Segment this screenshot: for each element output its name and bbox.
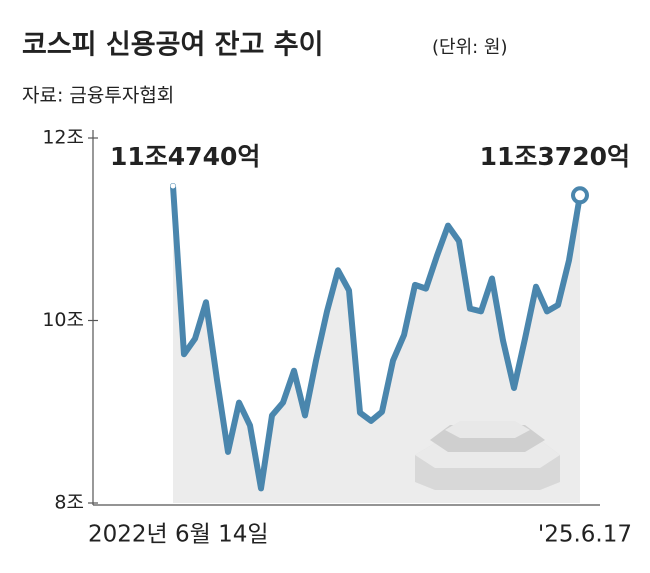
- y-tick-label: 8조: [54, 492, 84, 514]
- x-tick-label: '25.6.17: [538, 522, 632, 548]
- line: [170, 183, 583, 492]
- chart-title: 코스피 신용공여 잔고 추이: [22, 30, 323, 61]
- data-label: 11조3720억: [480, 142, 630, 171]
- x-tick-label: 2022년 6월 14일: [88, 522, 269, 548]
- y-tick-label: 12조: [42, 127, 84, 149]
- y-tick-label: 10조: [42, 309, 84, 331]
- podium-icon: [415, 421, 560, 490]
- end-marker: [571, 186, 589, 205]
- chart-subtitle: (단위: 원): [432, 37, 508, 58]
- source: 자료: 금융투자협회: [22, 85, 174, 107]
- data-label: 11조4740억: [110, 142, 260, 171]
- start-marker: [170, 183, 176, 189]
